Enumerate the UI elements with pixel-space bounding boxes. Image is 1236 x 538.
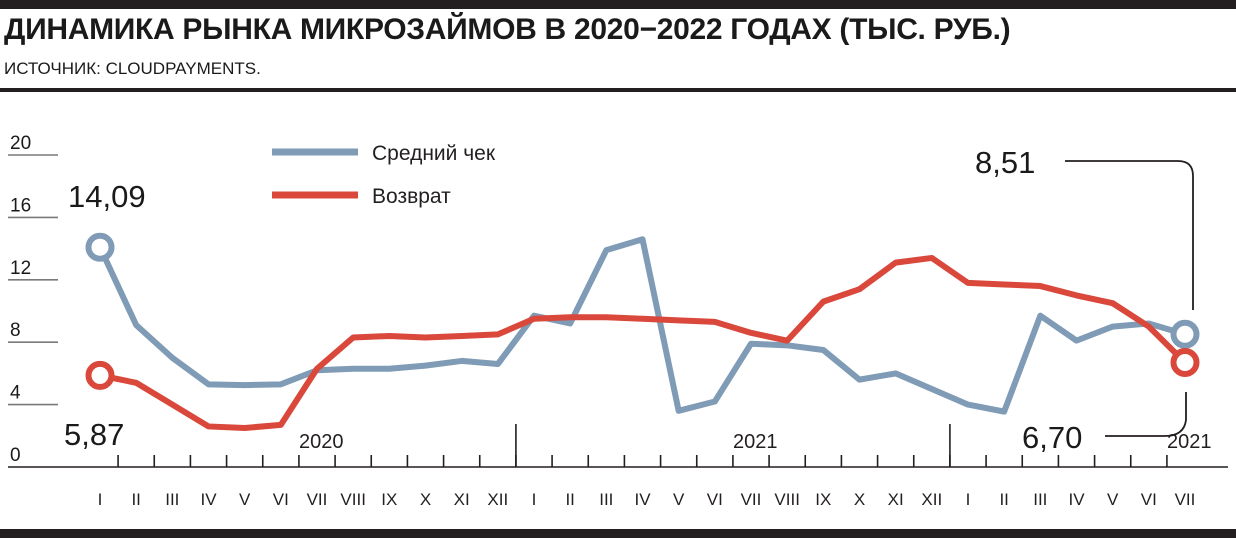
x-axis-ticks-group [117, 455, 1168, 467]
data-point-marker-average-check [85, 232, 115, 262]
annotation-start-red-value: 5,87 [64, 417, 124, 452]
data-point-marker-average-check [1170, 319, 1200, 349]
top-rule [0, 0, 1236, 9]
series-line-average-check [97, 236, 1188, 415]
data-point-markers-group [85, 232, 1200, 390]
y-axis-tick-label: 0 [10, 445, 21, 466]
gridlines-group [8, 154, 58, 406]
x-axis-month-label: II [565, 490, 574, 509]
page-title: ДИНАМИКА РЫНКА МИКРОЗАЙМОВ В 2020−2022 Г… [4, 13, 1011, 46]
x-axis-month-label: IX [815, 490, 831, 509]
x-axis-month-label: VI [1141, 490, 1157, 509]
bottom-rule [0, 529, 1236, 538]
y-axis-tick-label: 20 [10, 133, 31, 154]
year-label: 2021 [1167, 431, 1212, 453]
x-axis-month-label: II [999, 490, 1008, 509]
year-label: 2021 [733, 431, 778, 453]
x-axis-month-label: IV [634, 490, 651, 509]
data-point-marker-refund [85, 360, 115, 390]
source-caption: ИСТОЧНИК: CLOUDPAYMENTS. [4, 59, 261, 78]
x-axis-month-label: XI [888, 490, 904, 509]
legend-label-refund: Возврат [372, 185, 451, 208]
y-axis-tick-label: 16 [10, 195, 31, 216]
x-axis-month-label: V [1107, 490, 1119, 509]
x-axis-month-label: I [966, 490, 971, 509]
x-axis-labels-group: I II III IV V VI VII VIII IX X XI XII I II III IV V VI VII… [98, 490, 1196, 509]
annotation-start-blue-value: 14,09 [68, 179, 146, 214]
x-axis-month-label: VII [1175, 490, 1196, 509]
legend-group: Средний чек Возврат [272, 142, 496, 208]
series-lines-group [97, 236, 1188, 431]
header-divider [0, 88, 1236, 92]
x-axis-month-label: V [673, 490, 685, 509]
x-axis-month-label: III [599, 490, 613, 509]
series-line-refund [97, 254, 1188, 431]
x-axis-month-label: I [532, 490, 537, 509]
y-axis-tick-label: 8 [10, 320, 21, 341]
x-axis-month-label: IX [381, 490, 397, 509]
x-axis-month-label: VI [707, 490, 723, 509]
year-separators-group [515, 424, 951, 467]
year-labels-group: 2020 2021 2021 [299, 431, 1212, 453]
x-axis-month-label: IV [200, 490, 217, 509]
x-axis-month-label: V [239, 490, 251, 509]
x-axis-month-label: X [420, 490, 431, 509]
x-axis-month-label: XII [921, 490, 942, 509]
leader-line-top [1065, 160, 1194, 310]
x-axis-month-label: II [131, 490, 140, 509]
year-label: 2020 [299, 431, 344, 453]
x-axis-month-label: IV [1068, 490, 1085, 509]
annotation-end-red-value: 6,70 [1022, 420, 1082, 455]
x-axis-month-label: VIII [774, 490, 800, 509]
x-axis-month-label: VII [307, 490, 328, 509]
x-axis-month-label: III [1033, 490, 1047, 509]
x-axis-month-label: VII [741, 490, 762, 509]
y-axis-tick-label: 12 [10, 258, 31, 279]
annotation-leader-lines-group [1065, 160, 1194, 437]
x-axis-month-label: VIII [340, 490, 366, 509]
legend-label-average-check: Средний чек [372, 142, 496, 165]
leader-line-bottom [1105, 392, 1187, 437]
x-axis-month-label: XII [487, 490, 508, 509]
x-axis-month-label: I [98, 490, 103, 509]
x-axis-month-label: X [854, 490, 865, 509]
annotation-end-blue-value: 8,51 [975, 145, 1035, 180]
y-axis-tick-label: 4 [10, 383, 21, 404]
x-axis-month-label: III [165, 490, 179, 509]
y-axis-labels-group: 0 4 8 12 16 20 [10, 133, 31, 466]
x-axis-month-label: XI [454, 490, 470, 509]
data-point-marker-refund [1170, 347, 1200, 377]
x-axis-month-label: VI [273, 490, 289, 509]
annotation-labels-group: 14,09 5,87 8,51 6,70 [64, 145, 1082, 455]
